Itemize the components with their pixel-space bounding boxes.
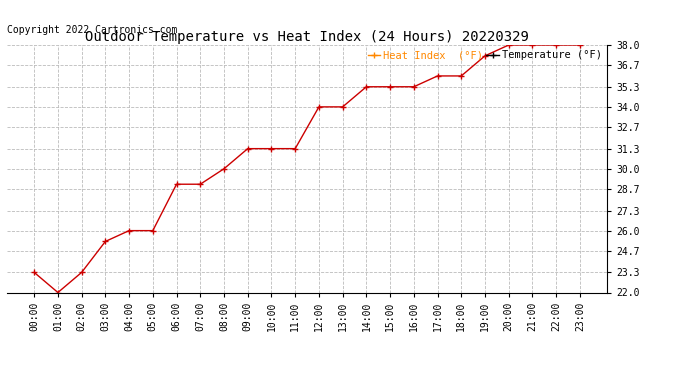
- Title: Outdoor Temperature vs Heat Index (24 Hours) 20220329: Outdoor Temperature vs Heat Index (24 Ho…: [85, 30, 529, 44]
- Text: Copyright 2022 Cartronics.com: Copyright 2022 Cartronics.com: [7, 25, 177, 35]
- Legend: Heat Index  (°F), Temperature (°F): Heat Index (°F), Temperature (°F): [368, 50, 602, 60]
